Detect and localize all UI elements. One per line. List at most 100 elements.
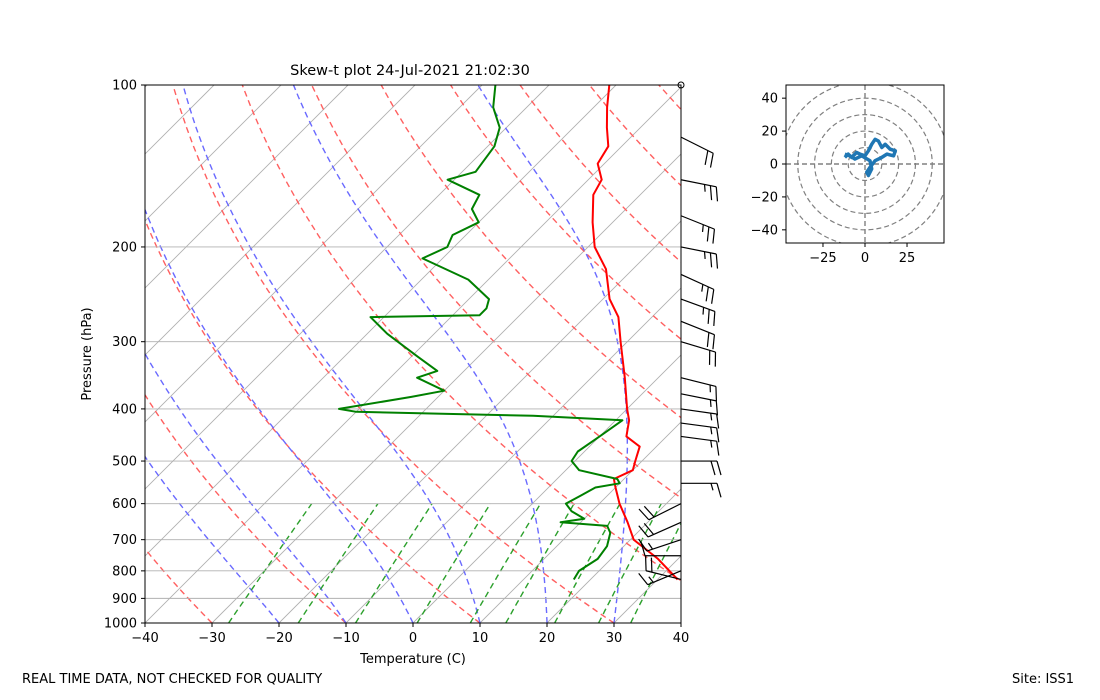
barb-feather (706, 226, 710, 242)
moist-adiabat-line (182, 85, 481, 623)
wind-barb (680, 393, 719, 416)
barb-feather (643, 505, 655, 518)
y-axis-label: Pressure (hPa) (80, 307, 95, 400)
hodograph-y-tick-label: −20 (751, 190, 778, 205)
dry-adiabat-line (145, 218, 481, 623)
hodograph-ring (847, 146, 883, 182)
mixing-ratio-line (354, 503, 433, 623)
barb-feather (705, 286, 709, 302)
quality-disclaimer: REAL TIME DATA, NOT CHECKED FOR QUALITY (22, 672, 323, 687)
wind-barb (680, 408, 720, 429)
wind-barb (681, 482, 722, 498)
pressure-gridlines (145, 85, 681, 623)
moist-adiabat-line (477, 85, 629, 623)
wind-barb (680, 341, 717, 367)
wind-barb (680, 298, 716, 326)
barb-staff (680, 136, 714, 154)
isotherm-line (145, 85, 483, 423)
moist-adiabat-line (145, 455, 280, 623)
isotherm-line (345, 287, 681, 623)
y-tick-label: 300 (112, 335, 137, 350)
moist-adiabat-line (292, 85, 548, 623)
x-tick-label: −10 (332, 631, 359, 646)
barb-feather (704, 150, 709, 165)
moist-adiabat-line (680, 619, 681, 623)
dry-adiabat-line (588, 85, 681, 187)
barb-half-feather (703, 184, 706, 192)
calm-wind-circle (677, 81, 685, 89)
dry-adiabat-line (311, 85, 681, 499)
chart-title: Skew-t plot 24-Jul-2021 21:02:30 (290, 63, 530, 79)
isotherm-line (145, 85, 416, 356)
wind-barb (638, 570, 682, 586)
dry-adiabat-line (380, 85, 681, 419)
wind-barb (638, 503, 682, 521)
barb-feather (713, 311, 716, 326)
isotherm-line (412, 354, 681, 623)
wind-barb (680, 377, 718, 402)
barb-feather (715, 400, 719, 416)
dry-adiabat-line (450, 85, 681, 341)
hodograph-x-tick-label: 25 (899, 251, 916, 266)
site-label: Site: ISS1 (1012, 672, 1075, 687)
wind-barb (680, 136, 714, 168)
barb-feather (710, 460, 716, 476)
wind-barb (638, 538, 682, 552)
dry-adiabat-line (145, 547, 213, 623)
barb-feather (638, 508, 650, 521)
wind-barb (680, 435, 720, 456)
barb-feather (716, 427, 720, 443)
barb-half-feather (710, 426, 713, 435)
barb-feather (706, 332, 710, 348)
hodograph-ticks: −25 0 25 −40 −20 0 20 40 (751, 92, 916, 266)
barb-feather (638, 572, 649, 586)
dewpoint-trace (338, 85, 624, 581)
wind-barb (677, 81, 685, 89)
barb-feather (716, 413, 720, 429)
barb-half-feather (710, 483, 714, 491)
hodograph-y-tick-label: 20 (761, 125, 778, 140)
hodograph-frame (785, 84, 945, 244)
y-tick-label: 500 (112, 455, 137, 470)
barb-half-feather (709, 399, 712, 408)
hodograph-plot-area (786, 85, 944, 243)
y-tick-label: 900 (112, 592, 137, 607)
wind-barb (680, 246, 719, 269)
isotherm-line (680, 622, 681, 623)
barb-half-feather (702, 307, 705, 315)
wind-barb (640, 541, 681, 557)
isotherm-line (613, 555, 681, 623)
barb-feather (712, 334, 716, 350)
barb-half-feather (701, 224, 704, 232)
barb-feather (640, 541, 646, 556)
moist-adiabat-line (145, 207, 414, 623)
wind-barb (644, 556, 682, 581)
mixing-ratio-line (228, 503, 313, 623)
dry-adiabat-line (658, 85, 681, 111)
hodograph-ring (830, 130, 900, 198)
x-tick-label: 40 (673, 631, 690, 646)
barb-half-feather (710, 413, 713, 421)
wind-barb (680, 273, 715, 304)
x-tick-label: 20 (539, 631, 556, 646)
y-tick-label: 400 (112, 402, 137, 417)
hodograph-y-tick-label: 0 (770, 158, 778, 173)
isotherm-line (278, 220, 681, 623)
barb-feather (707, 309, 710, 324)
barb-feather (716, 460, 722, 476)
isotherm-line (145, 85, 215, 155)
barb-feather (715, 186, 719, 202)
temperature-trace (591, 85, 679, 581)
barb-feather (709, 153, 714, 168)
wind-barb (681, 460, 722, 476)
barb-feather (716, 441, 720, 456)
x-axis-ticks: −40 −30 −20 −10 0 10 20 30 40 (131, 623, 689, 646)
x-tick-label: −20 (265, 631, 292, 646)
hodograph-x-tick-label: −25 (809, 251, 836, 266)
x-tick-label: −40 (131, 631, 158, 646)
barb-feather (709, 185, 713, 201)
y-tick-label: 600 (112, 497, 137, 512)
barb-half-feather (648, 576, 654, 583)
barb-feather (712, 229, 716, 244)
